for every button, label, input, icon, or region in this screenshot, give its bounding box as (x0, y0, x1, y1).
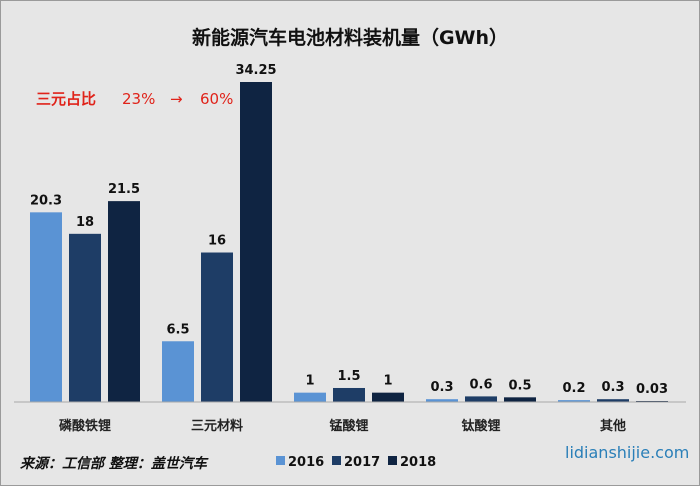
legend-swatch (276, 456, 285, 465)
annotation: 三元占比 23% → 60% (36, 90, 233, 108)
legend-swatch (388, 456, 397, 465)
legend-label: 2018 (400, 455, 436, 470)
data-label: 1 (305, 374, 314, 389)
category-label: 磷酸铁锂 (59, 418, 111, 434)
category-label: 其他 (600, 418, 626, 434)
data-label: 21.5 (108, 182, 140, 197)
category-label: 三元材料 (191, 418, 243, 434)
bar-2017-3 (465, 396, 497, 402)
data-label: 16 (208, 234, 226, 249)
category-label: 锰酸锂 (329, 418, 368, 434)
bar-2016-2 (294, 392, 326, 402)
data-label: 0.03 (636, 382, 668, 397)
bar-2017-4 (597, 399, 629, 402)
data-label: 34.25 (235, 63, 276, 78)
data-label: 18 (76, 215, 94, 230)
site-watermark: lidianshijie.com (565, 443, 689, 462)
annotation-to: 60% (200, 90, 233, 108)
annotation-label: 三元占比 (36, 90, 96, 108)
annotation-from: 23% (122, 90, 155, 108)
bar-2016-1 (162, 341, 194, 402)
bar-2018-0 (108, 201, 140, 402)
bar-2017-0 (69, 233, 101, 402)
source-note: 来源：工信部 整理：盖世汽车 (20, 455, 209, 472)
data-label: 0.5 (508, 378, 531, 393)
bar-2016-0 (30, 212, 62, 402)
bar-2017-1 (201, 252, 233, 402)
data-label: 1.5 (337, 369, 360, 384)
legend-label: 2016 (288, 455, 324, 470)
data-label: 0.6 (469, 377, 492, 392)
bar-2018-3 (504, 397, 536, 402)
chart-title: 新能源汽车电池材料装机量（GWh） (192, 26, 508, 49)
data-label: 1 (383, 374, 392, 389)
bar-2016-3 (426, 399, 458, 402)
legend-swatch (332, 456, 341, 465)
data-label: 0.3 (430, 380, 453, 395)
bar-2018-1 (240, 82, 272, 402)
data-label: 6.5 (166, 322, 189, 337)
legend-label: 2017 (344, 455, 380, 470)
data-label: 0.2 (562, 381, 585, 396)
category-label: 钛酸锂 (460, 418, 500, 434)
data-label: 0.3 (601, 380, 624, 395)
annotation-arrow: → (170, 90, 183, 108)
data-label: 20.3 (30, 193, 62, 208)
bar-2018-2 (372, 392, 404, 402)
bar-2017-2 (333, 387, 365, 402)
legend: 2016 2017 2018 (276, 455, 436, 470)
bar-2016-4 (558, 400, 590, 402)
